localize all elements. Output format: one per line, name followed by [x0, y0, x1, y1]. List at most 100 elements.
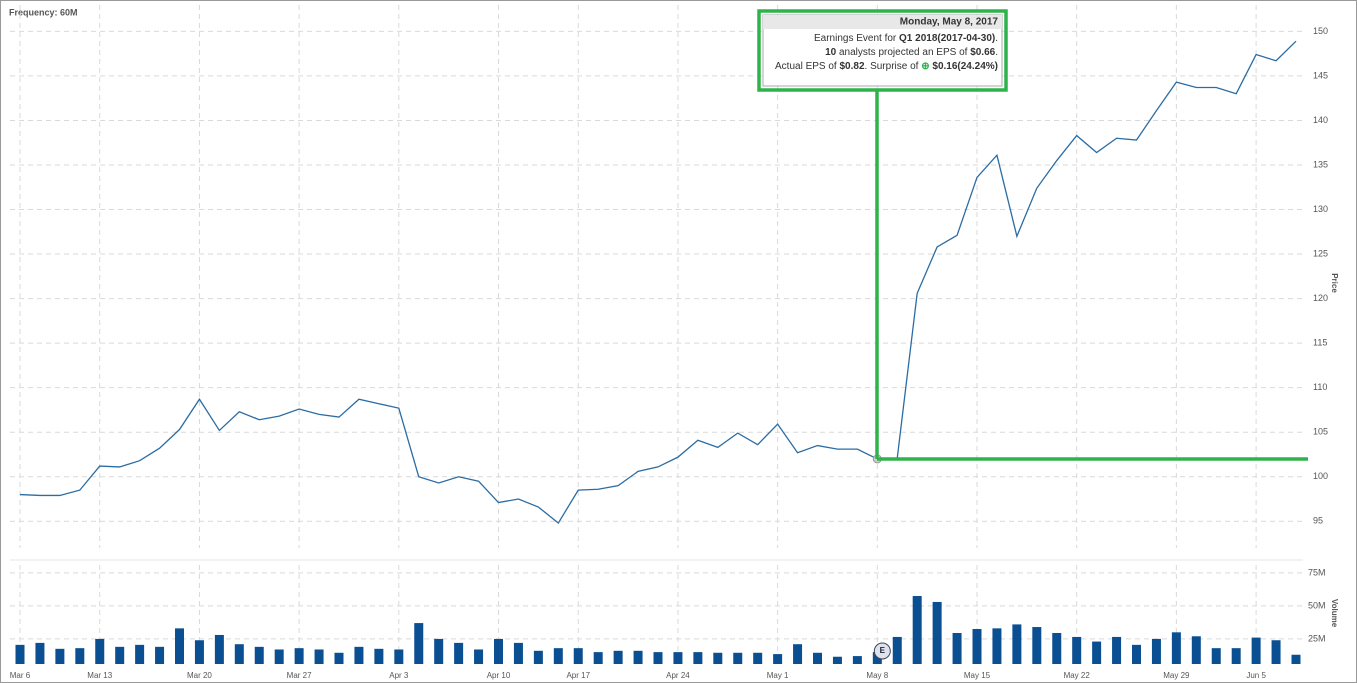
x-tick-label: May 22 [1064, 671, 1091, 680]
volume-bar [513, 642, 523, 664]
event-marker-label: E [880, 646, 886, 655]
volume-bar [773, 654, 783, 664]
tooltip-segment: $0.82 [839, 61, 864, 72]
volume-bar [494, 638, 503, 664]
y-tick-label: 140 [1313, 115, 1328, 125]
y2-tick-label: 75M [1308, 567, 1326, 577]
y2-tick-label: 25M [1308, 633, 1326, 643]
volume-bar [1211, 648, 1221, 664]
volume-bar [234, 644, 244, 664]
volume-bar [1191, 636, 1201, 664]
tooltip-segment: Earnings Event for [814, 33, 899, 44]
volume-bar [852, 656, 862, 664]
x-tick-label: Apr 3 [389, 671, 409, 680]
x-tick-label: Apr 17 [566, 671, 590, 680]
x-tick-label: Apr 24 [666, 671, 690, 680]
volume-bar [175, 628, 184, 664]
volume-bar [613, 650, 623, 664]
volume-bar [15, 644, 25, 664]
tooltip-segment: Q1 2018(2017-04-30) [899, 33, 995, 44]
volume-bar [1271, 640, 1281, 664]
tooltip-segment: 10 [825, 47, 837, 58]
x-tick-label: Apr 10 [487, 671, 511, 680]
y-axis-label: Price [1330, 273, 1339, 293]
volume-bar [274, 649, 284, 664]
volume-bar [1032, 627, 1042, 664]
volume-bar [892, 636, 902, 664]
x-tick-label: Mar 13 [87, 671, 112, 680]
volume-bar [1171, 632, 1181, 664]
volume-bar [793, 644, 803, 664]
x-tick-label: May 15 [964, 671, 991, 680]
x-tick-label: May 8 [866, 671, 888, 680]
volume-bar [1012, 624, 1022, 664]
y-tick-label: 120 [1313, 293, 1328, 303]
y-tick-label: 105 [1313, 427, 1328, 437]
y-tick-label: 135 [1313, 159, 1328, 169]
y-tick-label: 95 [1313, 516, 1323, 526]
tooltip-line: 10 analysts projected an EPS of $0.66. [825, 47, 998, 58]
tooltip-segment: . Surprise of [865, 61, 922, 72]
volume-bar [1112, 636, 1122, 664]
volume-bar [354, 646, 364, 664]
volume-bar [75, 648, 85, 664]
tooltip-segment: $0.66 [970, 47, 995, 58]
volume-bar [1251, 637, 1261, 664]
volume-bar [593, 652, 603, 664]
volume-bar [1052, 632, 1062, 664]
volume-bar [633, 650, 643, 664]
x-tick-label: Mar 27 [287, 671, 312, 680]
volume-bar [573, 648, 583, 664]
tooltip-segment: . [995, 47, 998, 58]
volume-bar [135, 644, 145, 664]
tooltip-segment: $0.16(24.24%) [932, 61, 998, 72]
x-tick-label: Mar 6 [10, 671, 31, 680]
volume-bar [1092, 641, 1102, 664]
volume-bar [872, 652, 882, 664]
volume-bar [1231, 648, 1241, 664]
overlay: Monday, May 8, 2017 Earnings Event for Q… [757, 9, 1308, 461]
volume-bar [474, 649, 484, 664]
volume-bar [1072, 636, 1082, 664]
volume-bar [314, 649, 324, 664]
volume-bar [1151, 638, 1161, 664]
volume-bar [95, 638, 105, 664]
y2-tick-label: 50M [1308, 600, 1326, 610]
y-tick-label: 150 [1313, 26, 1328, 36]
volume-bar [533, 650, 543, 664]
volume-bar [55, 648, 65, 664]
volume-bar [813, 652, 822, 664]
volume-bar [434, 638, 444, 664]
volume-bar [1291, 654, 1301, 664]
y2-axis-label: Volume [1330, 599, 1339, 628]
volume-bar [653, 652, 663, 664]
volume-bar [832, 656, 842, 664]
volume-bar [374, 648, 384, 664]
tooltip-header [763, 15, 1002, 29]
y-tick-label: 115 [1313, 338, 1327, 348]
volume-bar [952, 632, 962, 664]
price-line [19, 40, 1297, 525]
tooltip-line: Actual EPS of $0.82. Surprise of ⊕ $0.16… [775, 61, 998, 72]
marks: E [15, 40, 1301, 664]
volume-bar [972, 629, 982, 664]
tooltip-segment: analysts projected an EPS of [836, 47, 970, 58]
x-tick-label: Jun 5 [1246, 671, 1266, 680]
volume-bar [214, 634, 224, 664]
volume-bar [992, 628, 1002, 664]
volume-bar [194, 640, 204, 664]
volume-bar [414, 623, 424, 664]
y-tick-label: 130 [1313, 204, 1328, 214]
volume-bar [454, 642, 464, 664]
volume-bar [553, 648, 563, 664]
x-tick-label: Mar 20 [187, 671, 212, 680]
y-tick-label: 145 [1313, 70, 1328, 80]
volume-bar [155, 646, 165, 664]
volume-bar [733, 652, 743, 664]
event-marker [873, 642, 891, 660]
volume-bar [673, 652, 683, 664]
volume-bar [713, 652, 723, 664]
volume-bar [294, 648, 304, 664]
tooltip-segment: Actual EPS of [775, 61, 839, 72]
